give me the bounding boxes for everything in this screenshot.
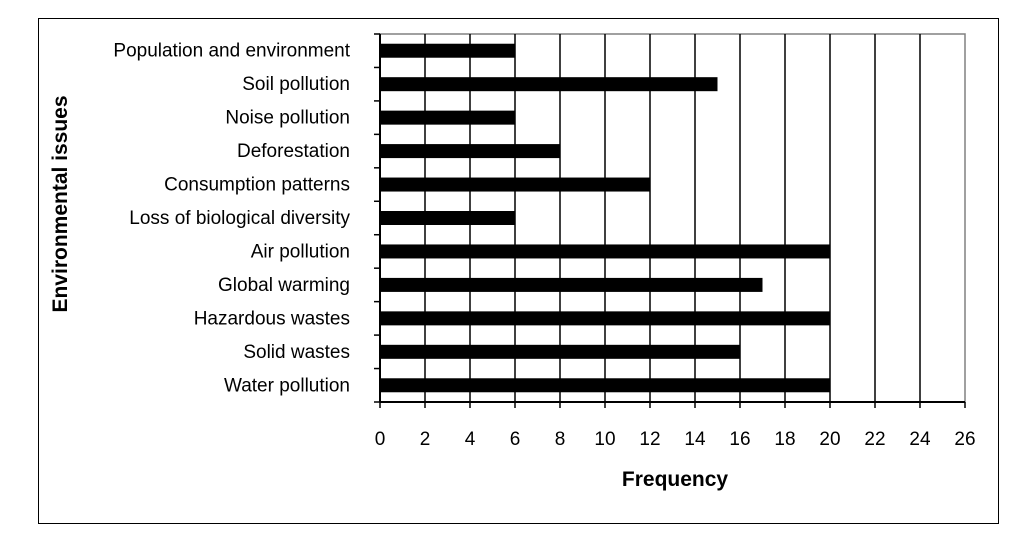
category-label: Noise pollution xyxy=(225,108,350,129)
category-label: Global warming xyxy=(218,275,350,296)
category-label: Soil pollution xyxy=(242,74,350,95)
bar xyxy=(380,378,830,393)
bar xyxy=(380,244,830,259)
x-tick-label: 26 xyxy=(954,429,975,450)
bar xyxy=(380,77,718,92)
x-axis-title: Frequency xyxy=(622,468,729,491)
x-tick-label: 16 xyxy=(729,429,750,450)
x-tick-label: 6 xyxy=(510,429,521,450)
bar xyxy=(380,43,515,58)
category-label: Consumption patterns xyxy=(164,175,350,196)
category-label: Population and environment xyxy=(113,41,350,62)
bar xyxy=(380,110,515,125)
x-tick-label: 10 xyxy=(594,429,615,450)
bars xyxy=(380,43,830,393)
axes xyxy=(374,33,966,408)
y-axis-title: Environmental issues xyxy=(49,95,72,312)
x-tick-label: 24 xyxy=(909,429,931,450)
category-label: Hazardous wastes xyxy=(194,308,350,329)
bar xyxy=(380,277,763,292)
category-label: Deforestation xyxy=(237,141,350,162)
x-tick-label: 4 xyxy=(465,429,476,450)
bar xyxy=(380,311,830,326)
x-tick-label: 18 xyxy=(774,429,795,450)
category-label: Solid wastes xyxy=(243,342,350,363)
x-tick-label: 12 xyxy=(639,429,660,450)
x-tick-label: 8 xyxy=(555,429,566,450)
bar xyxy=(380,211,515,225)
x-tick-label: 14 xyxy=(684,429,706,450)
bar xyxy=(380,344,740,359)
bar xyxy=(380,177,650,192)
category-label: Loss of biological diversity xyxy=(129,208,350,229)
x-tick-label: 20 xyxy=(819,429,840,450)
x-tick-label: 22 xyxy=(864,429,885,450)
bar xyxy=(380,144,560,159)
category-label: Air pollution xyxy=(251,241,350,262)
x-tick-label: 2 xyxy=(420,429,431,450)
category-label: Water pollution xyxy=(224,375,350,396)
x-tick-label: 0 xyxy=(375,429,386,450)
